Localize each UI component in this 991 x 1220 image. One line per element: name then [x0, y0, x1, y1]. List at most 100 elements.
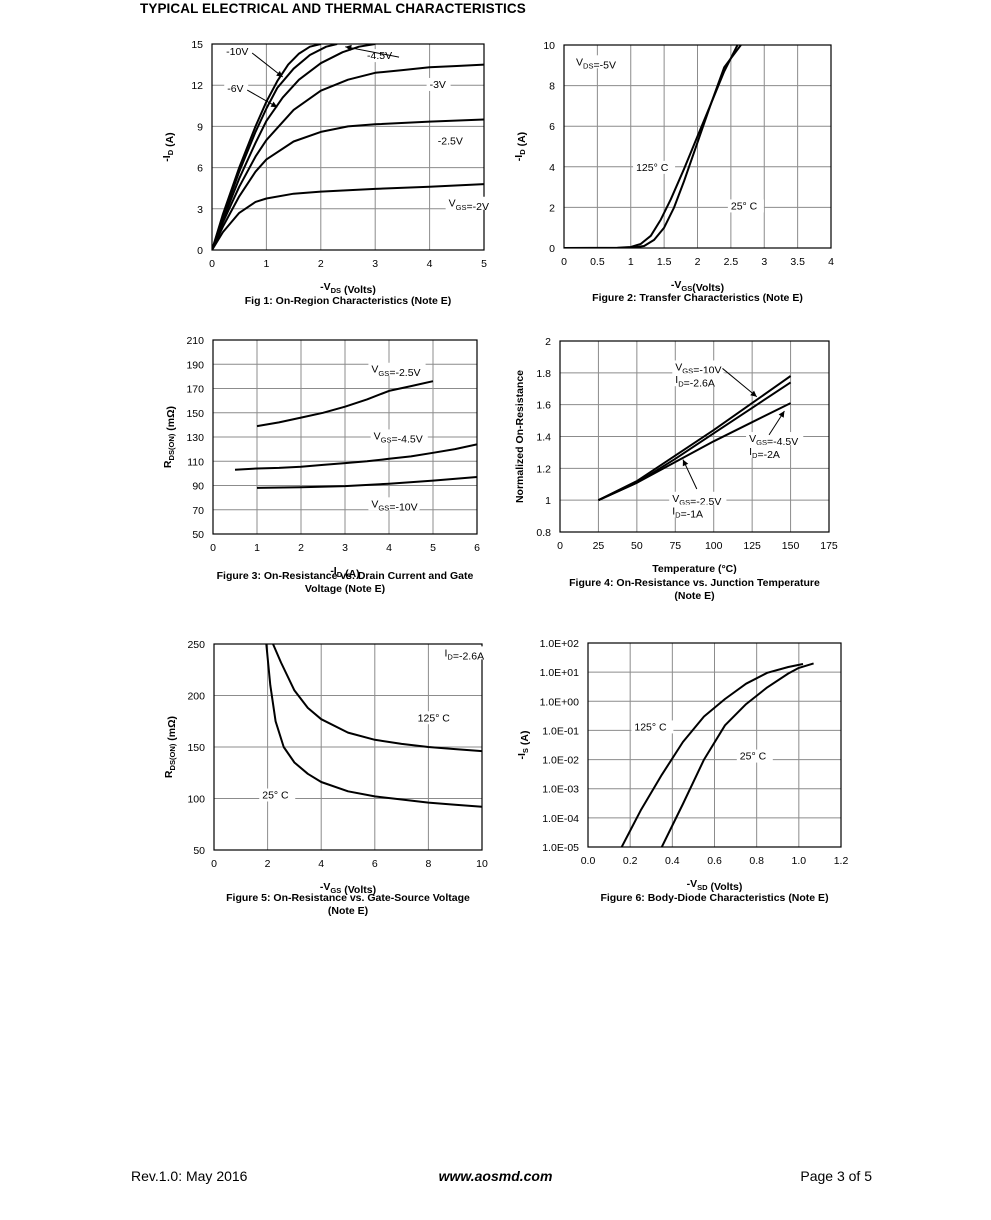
fig3-y-axis-label: RDS(ON) (mΩ) [162, 406, 177, 468]
fig4-y-tick-label: 1.6 [536, 400, 551, 412]
fig3-annotation-bg [370, 429, 428, 443]
fig1-series-line-3 [212, 63, 484, 250]
fig1-series-line-4 [212, 118, 484, 250]
fig4-y-tick-label: 2 [545, 336, 551, 348]
fig4-x-axis-label: Temperature (°C) [652, 563, 737, 575]
fig3-y-tick-label: 70 [192, 505, 204, 517]
footer-revision: Rev.1.0: May 2016 [131, 1168, 248, 1184]
page-title: TYPICAL ELECTRICAL AND THERMAL CHARACTER… [140, 1, 526, 16]
fig1-x-tick-label: 0 [209, 258, 215, 270]
fig1-y-tick-label: 6 [197, 163, 203, 175]
fig5-x-tick-label: 6 [372, 858, 378, 870]
fig4-series-line-0 [597, 375, 792, 502]
fig3-annotation-0: VGS=-2.5V [371, 364, 420, 379]
fig4-annotation-1: ID=-2.6A [675, 374, 715, 389]
fig5-x-tick-label: 2 [265, 858, 271, 870]
fig2-annotation-bg [727, 199, 764, 213]
fig6-annotation-bg [631, 720, 674, 734]
fig5-y-tick-label: 150 [187, 742, 205, 754]
fig5-x-tick-label: 8 [425, 858, 431, 870]
fig3-x-tick-label: 0 [210, 542, 216, 554]
fig1-annotation-bg [426, 77, 451, 91]
fig5-caption: (Note E) [328, 905, 368, 917]
fig1-y-tick-label: 15 [191, 39, 203, 51]
fig6-caption: Figure 6: Body-Diode Characteristics (No… [600, 892, 828, 904]
fig6-plot-frame [587, 642, 842, 848]
fig1-annotation-3: -3V [430, 79, 446, 91]
fig3-y-tick-label: 90 [192, 481, 204, 493]
fig3-y-tick-label: 110 [187, 456, 204, 468]
fig1-series-line-2 [212, 44, 376, 250]
fig4-x-tick-label: 25 [593, 540, 605, 552]
fig3-series-line-0 [256, 380, 434, 428]
fig2-annotation-1: 125° C [636, 162, 669, 174]
fig4-annotation-5: ID=-1A [672, 505, 703, 520]
fig4-x-tick-label: 75 [669, 540, 681, 552]
fig2-y-tick-label: 4 [549, 162, 555, 174]
fig2-annotation-2: 25° C [731, 200, 758, 212]
fig2-series-line-1 [564, 45, 742, 248]
fig3-annotation-bg [368, 497, 420, 511]
fig1-x-tick-label: 5 [481, 258, 487, 270]
fig2-x-axis-label: -VGS(Volts) [671, 279, 724, 294]
fig1-annotation-1: -6V [227, 83, 243, 95]
fig1-annotation-4: -2.5V [438, 135, 463, 147]
fig3-x-tick-label: 2 [298, 542, 304, 554]
fig6-x-tick-label: 0.6 [707, 855, 722, 867]
fig5-x-axis-label: -VGS (Volts) [320, 881, 376, 896]
fig2-x-tick-label: 2.5 [724, 256, 739, 268]
fig3-caption: Voltage (Note E) [305, 583, 385, 595]
fig4-y-tick-label: 1.2 [536, 463, 551, 475]
fig6-annotation-1: 25° C [740, 751, 767, 763]
fig4-y-tick-label: 1.8 [536, 368, 551, 380]
fig1-annotation-bg [223, 44, 254, 58]
fig5-annotation-1: 125° C [418, 712, 451, 724]
fig2-y-tick-label: 8 [549, 81, 555, 93]
fig6-y-tick-label: 1.0E+00 [540, 696, 580, 708]
fig2-x-tick-label: 1.5 [657, 256, 672, 268]
fig4-x-tick-label: 50 [631, 540, 643, 552]
fig2-x-tick-label: 3.5 [790, 256, 805, 268]
fig5-y-axis-label: RDS(ON) (mΩ) [163, 716, 178, 778]
fig6-x-tick-label: 1.0 [792, 855, 807, 867]
fig5-annotation-bg [441, 646, 495, 660]
fig4-x-tick-label: 0 [557, 540, 563, 552]
fig6-x-tick-label: 0.8 [749, 855, 764, 867]
fig1-x-tick-label: 3 [372, 258, 378, 270]
fig2-y-tick-label: 10 [543, 40, 555, 52]
fig4-annotation-bg [746, 444, 787, 458]
fig1-annotation-bg [445, 196, 491, 210]
fig4-y-axis-label: Normalized On-Resistance [514, 370, 526, 503]
fig4-annotation-3: ID=-2A [749, 446, 780, 461]
fig4-x-tick-label: 150 [782, 540, 800, 552]
footer-page-number: Page 3 of 5 [800, 1168, 872, 1184]
fig1-series-line-5 [212, 183, 484, 250]
fig3-y-tick-label: 210 [186, 335, 204, 347]
fig6-x-tick-label: 1.2 [834, 855, 849, 867]
fig6-y-tick-label: 1.0E+01 [540, 667, 580, 679]
fig5-annotation-0: ID=-2.6A [444, 647, 484, 662]
fig3-x-tick-label: 5 [430, 542, 436, 554]
fig2-x-tick-label: 2 [695, 256, 701, 268]
fig4-x-tick-label: 100 [705, 540, 723, 552]
fig1-annotation-5: VGS=-2V [449, 198, 489, 213]
fig6-series-line-0 [620, 663, 804, 847]
fig6-x-tick-label: 0.4 [665, 855, 680, 867]
fig5-x-tick-label: 10 [476, 858, 488, 870]
fig1-annotation-arrow [251, 52, 284, 78]
fig4-annotation-bg [672, 373, 725, 387]
fig3-caption: Figure 3: On-Resistance vs. Drain Curren… [217, 570, 474, 582]
fig3-y-tick-label: 170 [186, 384, 204, 396]
fig1-plot-frame [211, 43, 485, 251]
fig3-x-tick-label: 1 [254, 542, 260, 554]
fig3-annotation-1: VGS=-4.5V [374, 430, 423, 445]
fig2-annotation-0: VDS=-5V [576, 56, 616, 71]
fig6-y-tick-label: 1.0E-03 [542, 784, 579, 796]
fig2-annotation-bg [633, 160, 676, 174]
fig1-x-tick-label: 4 [427, 258, 433, 270]
fig5-x-tick-label: 4 [318, 858, 324, 870]
fig2-x-tick-label: 4 [828, 256, 834, 268]
fig4-annotation-bg [669, 504, 710, 518]
